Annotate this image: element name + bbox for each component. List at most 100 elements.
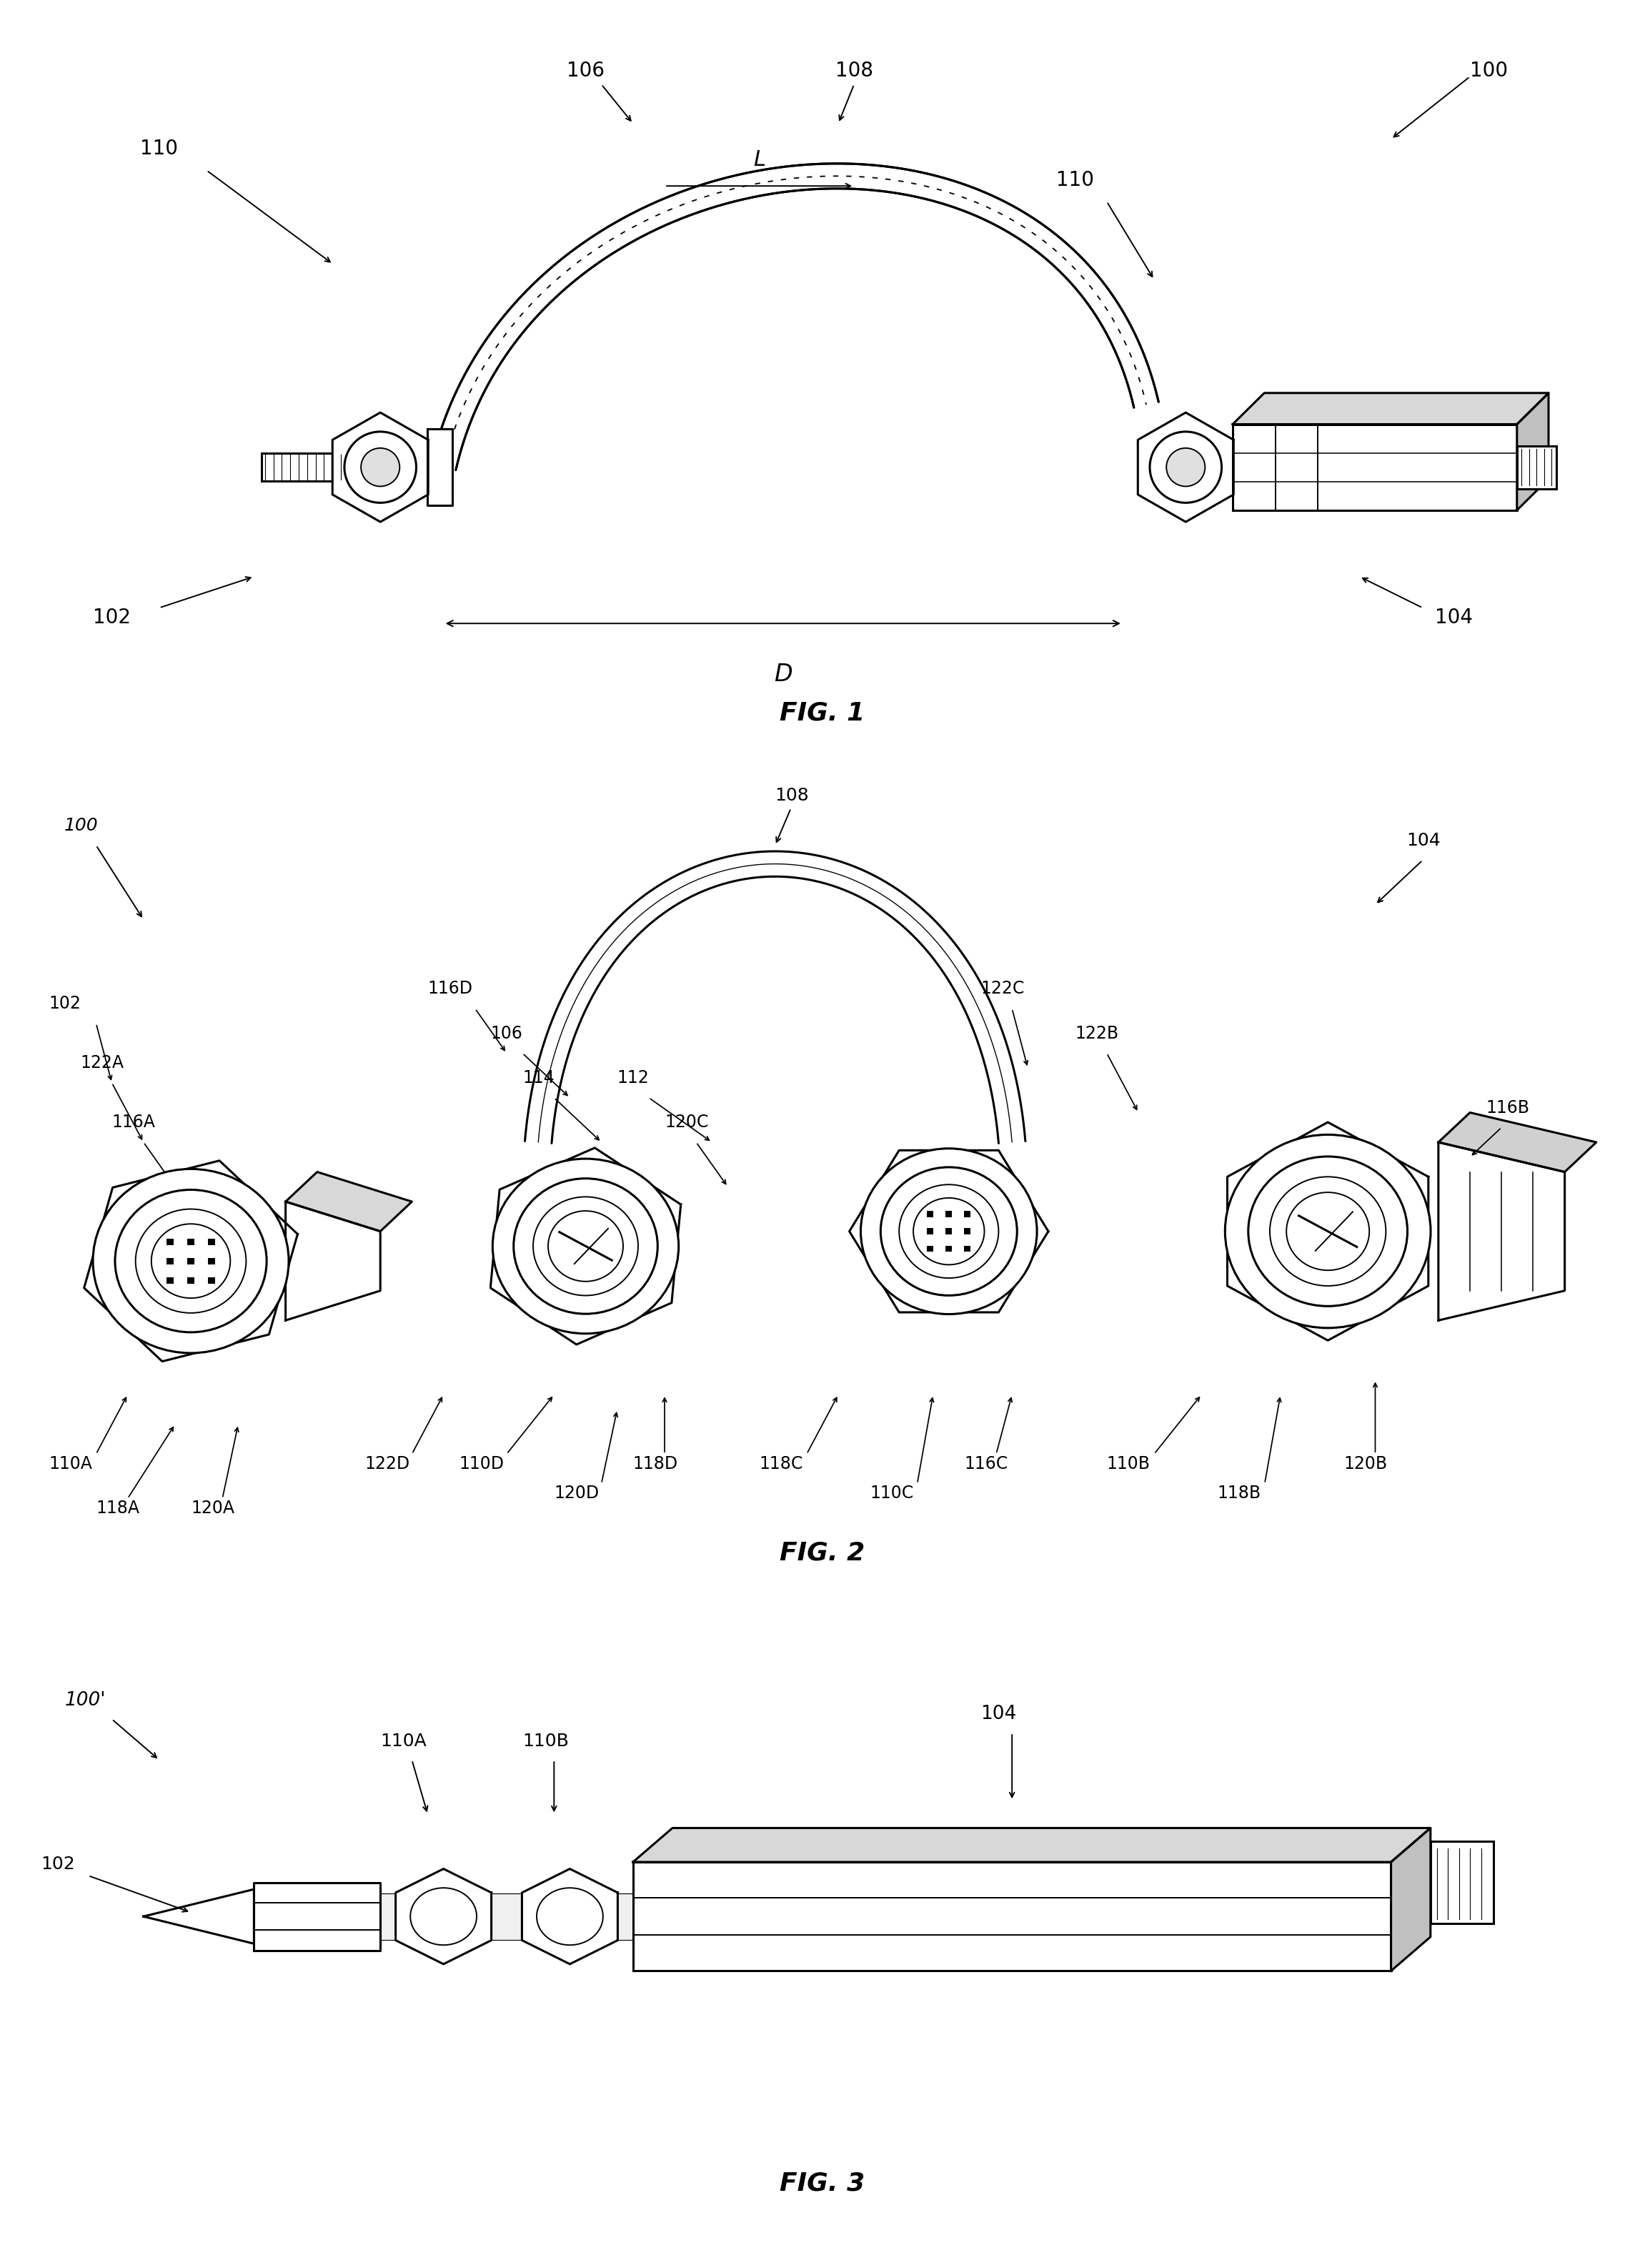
Bar xyxy=(166,1238,174,1245)
Polygon shape xyxy=(1232,392,1548,424)
Text: 102: 102 xyxy=(41,1855,76,1873)
Circle shape xyxy=(344,431,416,503)
Text: 100: 100 xyxy=(1471,61,1508,82)
Bar xyxy=(188,1277,194,1284)
Circle shape xyxy=(900,1184,999,1279)
Bar xyxy=(207,1277,215,1284)
Circle shape xyxy=(1286,1193,1369,1270)
Text: 102: 102 xyxy=(49,996,81,1012)
Polygon shape xyxy=(332,413,428,522)
Polygon shape xyxy=(286,1202,380,1320)
Text: 100: 100 xyxy=(64,816,99,835)
Text: 118D: 118D xyxy=(633,1456,678,1472)
Text: 116D: 116D xyxy=(428,980,472,998)
Text: 110: 110 xyxy=(1056,170,1094,191)
Circle shape xyxy=(410,1887,477,1946)
Polygon shape xyxy=(143,1889,253,1944)
Text: 116B: 116B xyxy=(1485,1100,1530,1116)
Circle shape xyxy=(492,1159,679,1334)
Text: FIG. 3: FIG. 3 xyxy=(780,2170,865,2195)
Text: 118B: 118B xyxy=(1217,1486,1262,1501)
Text: 110C: 110C xyxy=(870,1486,913,1501)
Bar xyxy=(964,1211,971,1218)
Polygon shape xyxy=(1438,1143,1564,1320)
Bar xyxy=(207,1238,215,1245)
Text: 110B: 110B xyxy=(1107,1456,1150,1472)
Polygon shape xyxy=(1392,1828,1431,1971)
Text: 122B: 122B xyxy=(1076,1025,1119,1041)
Text: 100': 100' xyxy=(64,1692,105,1710)
Circle shape xyxy=(151,1225,230,1297)
Polygon shape xyxy=(490,1148,681,1345)
Polygon shape xyxy=(1517,392,1548,510)
Text: FIG. 1: FIG. 1 xyxy=(780,701,865,726)
Bar xyxy=(928,1229,934,1234)
Text: 120C: 120C xyxy=(665,1114,709,1132)
Bar xyxy=(188,1238,194,1245)
Text: 106: 106 xyxy=(490,1025,523,1041)
Circle shape xyxy=(115,1191,266,1331)
Text: FIG. 2: FIG. 2 xyxy=(780,1540,865,1565)
Bar xyxy=(633,1862,1392,1971)
Text: 116C: 116C xyxy=(964,1456,1008,1472)
Bar xyxy=(1431,1842,1494,1923)
Text: 116A: 116A xyxy=(112,1114,155,1132)
Text: 104: 104 xyxy=(1434,608,1474,628)
Circle shape xyxy=(1226,1134,1431,1329)
Circle shape xyxy=(360,449,400,485)
Text: 110B: 110B xyxy=(523,1733,569,1751)
Text: L: L xyxy=(753,150,765,170)
Bar xyxy=(380,1894,633,1939)
Text: 102: 102 xyxy=(92,608,132,628)
Circle shape xyxy=(548,1211,623,1281)
Circle shape xyxy=(860,1148,1036,1313)
Polygon shape xyxy=(428,429,452,506)
Circle shape xyxy=(533,1198,638,1295)
Polygon shape xyxy=(1138,413,1234,522)
Text: 122C: 122C xyxy=(980,980,1025,998)
Circle shape xyxy=(513,1179,658,1313)
Bar xyxy=(928,1245,934,1252)
Circle shape xyxy=(92,1168,290,1354)
Text: 120B: 120B xyxy=(1344,1456,1387,1472)
Text: 114: 114 xyxy=(523,1068,554,1086)
Bar xyxy=(928,1211,934,1218)
Circle shape xyxy=(1150,431,1222,503)
Text: 110A: 110A xyxy=(49,1456,92,1472)
Text: 120A: 120A xyxy=(191,1499,234,1517)
Text: 110D: 110D xyxy=(459,1456,505,1472)
Text: 122D: 122D xyxy=(365,1456,410,1472)
Text: 104: 104 xyxy=(1406,832,1441,848)
Text: 110: 110 xyxy=(140,138,178,159)
Bar xyxy=(1232,424,1517,510)
Bar xyxy=(946,1245,952,1252)
Text: 108: 108 xyxy=(775,787,809,805)
Circle shape xyxy=(135,1209,247,1313)
Polygon shape xyxy=(521,1869,617,1964)
Text: 122A: 122A xyxy=(81,1055,123,1070)
Text: 110A: 110A xyxy=(380,1733,426,1751)
Text: 112: 112 xyxy=(617,1068,650,1086)
Polygon shape xyxy=(396,1869,492,1964)
Polygon shape xyxy=(253,1882,380,1950)
Bar xyxy=(207,1259,215,1263)
Text: 118A: 118A xyxy=(95,1499,140,1517)
Polygon shape xyxy=(84,1161,298,1361)
Polygon shape xyxy=(525,850,1025,1143)
Bar xyxy=(946,1211,952,1218)
Bar xyxy=(262,454,349,481)
Circle shape xyxy=(880,1168,1017,1295)
Circle shape xyxy=(1270,1177,1385,1286)
Bar xyxy=(964,1229,971,1234)
Polygon shape xyxy=(849,1150,1048,1313)
Polygon shape xyxy=(1438,1114,1596,1173)
Bar xyxy=(946,1229,952,1234)
Text: D: D xyxy=(773,662,793,687)
Circle shape xyxy=(1166,449,1206,485)
Bar xyxy=(1517,447,1556,488)
Polygon shape xyxy=(633,1828,1431,1862)
Bar xyxy=(166,1259,174,1263)
Circle shape xyxy=(913,1198,984,1266)
Polygon shape xyxy=(1227,1123,1428,1340)
Polygon shape xyxy=(286,1173,411,1232)
